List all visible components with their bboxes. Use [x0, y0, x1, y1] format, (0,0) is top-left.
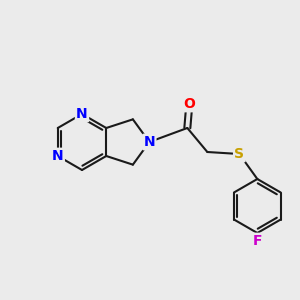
- Text: N: N: [52, 149, 64, 163]
- Text: S: S: [234, 147, 244, 161]
- Text: F: F: [253, 234, 262, 248]
- Text: N: N: [76, 107, 88, 121]
- Text: N: N: [143, 135, 155, 149]
- Text: O: O: [183, 97, 195, 111]
